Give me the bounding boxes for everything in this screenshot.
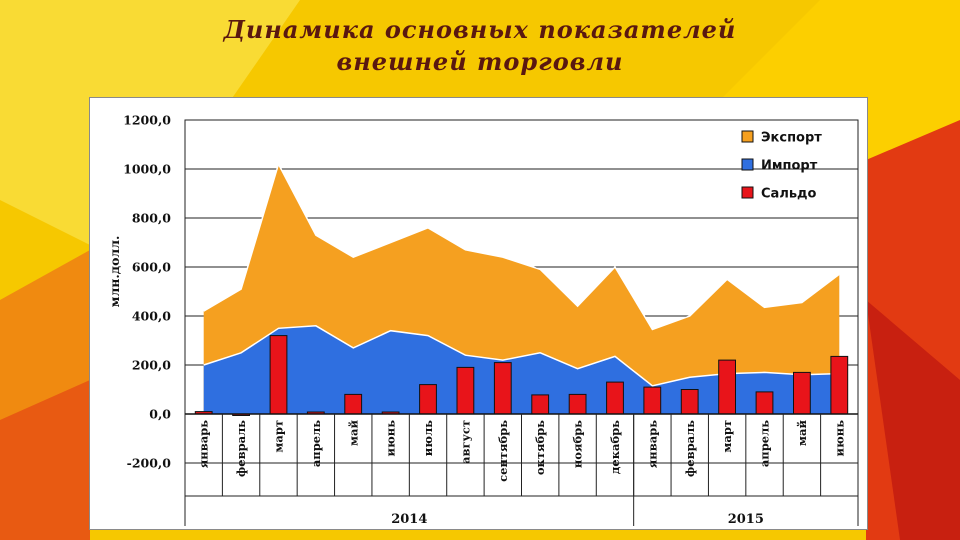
series-import-area [203,325,840,414]
saldo-bar [680,389,699,415]
legend-label-saldo: Сальдо [761,187,817,202]
y-tick-label: 1200,0 [123,113,171,128]
y-tick-label: 1000,0 [123,162,171,177]
y-tick-label: 600,0 [132,260,171,275]
category-label: январь [645,420,659,468]
saldo-bar [718,359,737,415]
legend-label-import: Импорт [761,159,818,174]
category-label: февраль [234,420,248,477]
legend-swatch-export [741,130,754,143]
saldo-bar [606,381,624,415]
saldo-bar [493,362,512,415]
saldo-bar [755,391,774,415]
y-axis-label: млн.долл. [107,236,122,308]
category-label: март [720,420,734,453]
category-label: январь [197,420,211,468]
legend-swatch-saldo [741,186,754,199]
y-tick-label: 400,0 [132,309,171,324]
slide-title: Динамика основных показателей внешней то… [0,14,960,78]
saldo-bar [456,366,475,415]
category-label: август [458,420,472,464]
saldo-bar [419,384,437,415]
saldo-bar [568,393,587,415]
category-label: апрель [309,420,323,467]
category-label: июнь [384,420,398,457]
legend-label-export: Экспорт [761,131,822,146]
series-export-line [203,162,840,331]
category-label: май [795,420,809,446]
category-label: июль [421,420,435,456]
category-label: март [272,420,286,453]
slide-title-line-2: внешней торговли [336,47,624,76]
category-label: май [346,420,360,446]
category-label: апрель [758,420,772,467]
y-tick-label: -200,0 [127,456,172,471]
y-tick-label: 800,0 [132,211,171,226]
saldo-bar [531,394,550,415]
saldo-bar [830,355,849,415]
category-label: декабрь [608,420,622,474]
category-label: июнь [832,420,846,457]
slide-title-line-1: Динамика основных показателей [223,15,737,44]
year-label: 2015 [728,512,764,527]
y-tick-label: 200,0 [132,358,171,373]
saldo-bar [793,371,811,415]
year-label: 2014 [391,512,427,527]
y-tick-label: 0,0 [149,407,171,422]
category-label: сентябрь [496,420,510,482]
saldo-bar [269,335,288,415]
chart-frame: 1200,0 1000,0 800,0 600,0 400,0 200,0 0,0 -200,… [89,97,868,530]
chart: 1200,0 1000,0 800,0 600,0 400,0 200,0 0,0 -200,… [107,113,859,527]
saldo-bar [344,393,363,415]
category-label: октябрь [533,420,547,475]
category-label: февраль [683,420,697,477]
saldo-bar [643,386,662,415]
legend-swatch-import [741,158,754,171]
category-label: ноябрь [571,420,585,468]
